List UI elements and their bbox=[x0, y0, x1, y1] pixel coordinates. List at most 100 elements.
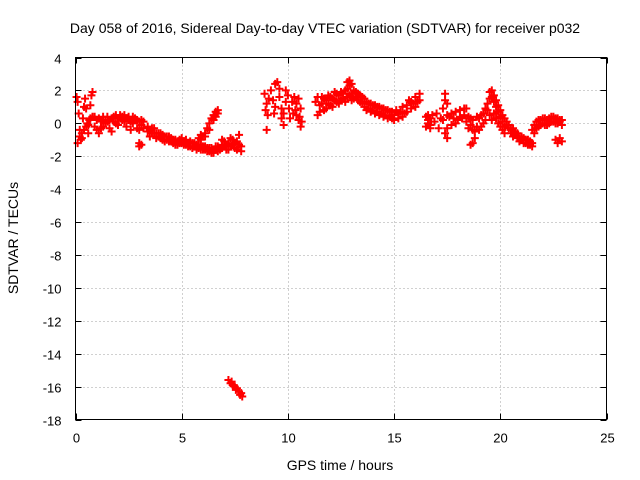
y-tick-label: -8 bbox=[50, 249, 62, 264]
data-point bbox=[551, 114, 560, 123]
data-point bbox=[88, 88, 97, 97]
x-tick-label: 10 bbox=[281, 431, 295, 446]
data-point bbox=[235, 140, 244, 149]
data-point bbox=[430, 117, 439, 126]
data-point bbox=[311, 97, 320, 106]
y-tick-label: -6 bbox=[50, 216, 62, 231]
chart-title: Day 058 of 2016, Sidereal Day-to-day VTE… bbox=[70, 20, 580, 36]
data-point bbox=[428, 111, 437, 120]
data-point bbox=[398, 102, 407, 111]
data-point bbox=[555, 116, 564, 125]
data-point bbox=[74, 109, 83, 118]
data-point bbox=[513, 129, 522, 138]
data-point bbox=[339, 89, 348, 98]
data-point bbox=[500, 114, 509, 123]
data-point bbox=[553, 139, 562, 148]
data-point bbox=[264, 94, 273, 103]
data-point bbox=[273, 78, 282, 87]
data-point bbox=[139, 117, 148, 126]
data-point bbox=[353, 89, 362, 98]
data-point bbox=[315, 107, 324, 116]
data-point bbox=[297, 117, 306, 126]
data-point bbox=[443, 99, 452, 108]
data-point bbox=[347, 96, 356, 105]
data-point bbox=[292, 99, 301, 108]
data-point bbox=[86, 101, 95, 110]
data-point bbox=[122, 122, 131, 131]
data-point bbox=[485, 111, 494, 120]
data-point bbox=[222, 140, 231, 149]
data-point bbox=[443, 134, 452, 143]
data-point bbox=[349, 86, 358, 95]
y-tick-label: -14 bbox=[43, 348, 62, 363]
data-point bbox=[479, 119, 488, 128]
data-point bbox=[528, 139, 537, 148]
data-points bbox=[72, 76, 566, 401]
data-point bbox=[322, 104, 331, 113]
data-point bbox=[496, 106, 505, 115]
data-point bbox=[485, 94, 494, 103]
data-point bbox=[205, 144, 214, 152]
data-point bbox=[443, 111, 452, 120]
data-point bbox=[398, 112, 407, 121]
data-point bbox=[218, 144, 227, 152]
data-point bbox=[509, 124, 518, 133]
data-point bbox=[466, 120, 475, 129]
x-tick-label: 5 bbox=[179, 431, 186, 446]
data-point bbox=[73, 97, 82, 106]
data-point bbox=[84, 120, 93, 129]
data-point bbox=[277, 104, 286, 113]
data-point bbox=[126, 125, 135, 134]
data-point bbox=[407, 97, 416, 106]
data-point bbox=[394, 109, 403, 118]
plot-frame bbox=[75, 57, 607, 420]
data-point bbox=[283, 91, 292, 100]
data-point bbox=[441, 89, 450, 98]
data-point bbox=[487, 86, 496, 95]
data-point bbox=[205, 125, 214, 134]
grid bbox=[75, 57, 607, 420]
data-point bbox=[286, 114, 295, 123]
data-point bbox=[135, 125, 144, 134]
data-point bbox=[547, 112, 556, 121]
data-point bbox=[434, 124, 443, 133]
data-point bbox=[368, 101, 377, 110]
data-point bbox=[260, 89, 269, 98]
data-point bbox=[275, 92, 284, 101]
x-tick-label: 0 bbox=[73, 431, 80, 446]
data-point bbox=[545, 119, 554, 128]
x-tick-label: 15 bbox=[387, 431, 401, 446]
data-point bbox=[281, 86, 290, 95]
data-point bbox=[379, 112, 388, 121]
data-point bbox=[438, 104, 447, 113]
data-point bbox=[279, 120, 288, 129]
data-point bbox=[211, 112, 220, 121]
data-point bbox=[441, 129, 450, 138]
data-point bbox=[118, 116, 127, 125]
data-point bbox=[294, 94, 303, 103]
data-point bbox=[235, 130, 244, 139]
data-point bbox=[291, 106, 300, 115]
data-point bbox=[492, 96, 501, 105]
y-tick-label: 0 bbox=[54, 117, 61, 132]
data-point bbox=[532, 124, 541, 133]
data-point bbox=[347, 79, 356, 88]
data-point bbox=[288, 97, 297, 106]
y-tick-label: -2 bbox=[50, 150, 62, 165]
data-point bbox=[320, 94, 329, 103]
data-point bbox=[72, 92, 81, 101]
y-tick-label: -4 bbox=[50, 183, 62, 198]
data-point bbox=[451, 119, 460, 128]
data-point bbox=[263, 111, 272, 120]
y-tick-label: -16 bbox=[43, 381, 62, 396]
data-point bbox=[296, 104, 305, 113]
data-point bbox=[173, 140, 182, 149]
data-point bbox=[262, 99, 271, 108]
data-point bbox=[557, 137, 566, 146]
data-point bbox=[366, 107, 375, 116]
data-point bbox=[358, 92, 367, 101]
y-axis-label: SDTVAR / TECUs bbox=[5, 182, 21, 294]
y-tick-label: 4 bbox=[54, 52, 61, 67]
data-point bbox=[464, 112, 473, 121]
data-point bbox=[78, 114, 87, 123]
